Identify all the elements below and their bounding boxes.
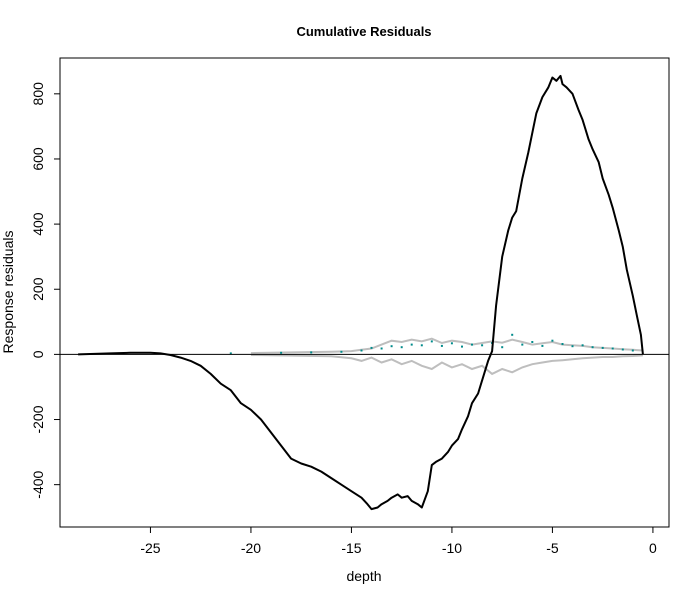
- y-tick-label: 0: [30, 350, 46, 358]
- y-tick-label: -200: [30, 405, 46, 433]
- residual-point: [229, 352, 232, 355]
- residual-point: [531, 341, 534, 343]
- y-tick-label: 200: [30, 277, 46, 301]
- residual-point: [380, 347, 383, 350]
- residual-point: [461, 345, 463, 348]
- residual-point: [440, 344, 443, 347]
- cumulative-line-layer: [78, 74, 644, 511]
- x-tick-label: 0: [649, 540, 657, 556]
- chart-title: Cumulative Residuals: [296, 24, 431, 39]
- residual-point: [621, 348, 624, 351]
- residual-point: [430, 340, 433, 343]
- residual-point: [400, 346, 403, 349]
- residual-point: [360, 349, 363, 352]
- residual-point: [561, 343, 564, 345]
- x-tick-label: -20: [241, 540, 261, 556]
- residual-point: [280, 351, 283, 354]
- residual-point: [601, 346, 604, 349]
- y-tick-label: 800: [30, 82, 46, 106]
- residual-band-lower: [250, 354, 643, 376]
- residual-point: [581, 344, 584, 347]
- x-tick-label: -5: [546, 540, 559, 556]
- x-axis: -25 -20 -15 -10 -5 0: [140, 527, 657, 556]
- cumulative-residual-line: [78, 74, 644, 511]
- residual-point: [611, 347, 614, 350]
- residual-point: [420, 344, 423, 347]
- residual-point: [390, 345, 393, 348]
- residual-point: [501, 346, 504, 349]
- residual-band-layer: [250, 337, 643, 376]
- y-tick-label: 600: [30, 147, 46, 171]
- residual-point: [481, 344, 484, 347]
- residual-point: [450, 342, 453, 345]
- y-tick-label: 400: [30, 212, 46, 236]
- residual-point: [511, 333, 514, 336]
- residual-point: [471, 343, 473, 346]
- residual-point: [551, 339, 554, 342]
- residual-point: [631, 349, 634, 352]
- residual-point: [541, 344, 544, 347]
- residual-point: [370, 346, 373, 349]
- residual-band-upper: [250, 337, 643, 355]
- y-axis-label: Response residuals: [0, 231, 16, 354]
- plot-frame: [59, 57, 670, 528]
- residual-point: [410, 343, 413, 346]
- y-tick-label: -400: [30, 470, 46, 498]
- x-axis-label: depth: [346, 568, 381, 584]
- residual-point: [521, 343, 524, 346]
- residual-point: [310, 351, 313, 354]
- residual-point: [571, 345, 574, 348]
- y-axis: -400 -200 0 200 400 600 800: [30, 82, 60, 499]
- residual-point: [591, 346, 594, 349]
- residual-point: [340, 350, 343, 353]
- residual-points-layer: [229, 333, 634, 355]
- x-tick-label: -10: [442, 540, 462, 556]
- x-tick-label: -25: [140, 540, 160, 556]
- x-tick-label: -15: [341, 540, 361, 556]
